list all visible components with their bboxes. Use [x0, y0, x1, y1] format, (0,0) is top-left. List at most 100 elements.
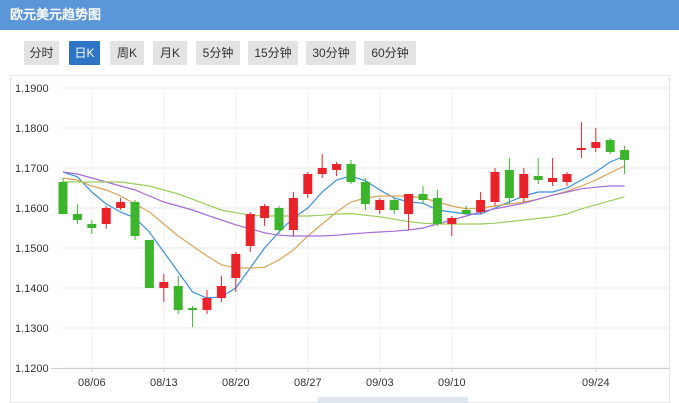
- candle-body: [548, 178, 558, 182]
- candle-body: [260, 206, 270, 218]
- candle-body: [159, 282, 169, 288]
- candle-down: [432, 190, 442, 226]
- y-tick-label: 1.1800: [15, 123, 49, 135]
- candle-up: [332, 162, 342, 176]
- candles: [58, 122, 630, 328]
- candle-down: [418, 186, 428, 204]
- candle-body: [303, 174, 313, 194]
- x-tick-label: 08/20: [222, 377, 250, 389]
- candle-up: [375, 198, 385, 214]
- candle-body: [360, 182, 370, 204]
- candle-down: [188, 306, 198, 328]
- candle-down: [173, 276, 183, 314]
- x-tick-label: 09/24: [582, 377, 610, 389]
- tab-weekly-k[interactable]: 周K: [110, 41, 144, 65]
- chart-grid: [61, 87, 669, 369]
- candle-body: [519, 174, 529, 198]
- candle-up: [591, 128, 601, 152]
- candle-up: [245, 212, 255, 252]
- candle-up: [447, 216, 457, 236]
- candle-up: [202, 290, 212, 314]
- ma5-line: [62, 155, 625, 299]
- candle-body: [116, 202, 126, 208]
- candle-body: [101, 208, 111, 224]
- candle-up: [216, 276, 226, 302]
- candle-down: [130, 200, 140, 240]
- tab-daily-k[interactable]: 日K: [69, 41, 100, 65]
- candle-body: [346, 164, 356, 182]
- candle-up: [231, 252, 241, 292]
- candle-body: [576, 148, 586, 150]
- ma30-line: [63, 181, 625, 225]
- candle-body: [504, 170, 514, 198]
- candle-down: [360, 178, 370, 210]
- candle-body: [202, 298, 212, 310]
- candle-body: [562, 174, 572, 182]
- tab-5min[interactable]: 5分钟: [196, 41, 240, 65]
- candle-up: [260, 204, 270, 226]
- candle-body: [447, 218, 457, 224]
- candle-down: [605, 138, 615, 154]
- page-title: 欧元美元趋势图: [10, 7, 102, 22]
- candle-down: [389, 198, 399, 214]
- candle-body: [231, 254, 241, 278]
- candle-down: [144, 240, 154, 288]
- candle-up: [101, 206, 111, 229]
- candle-body: [173, 286, 183, 310]
- candle-body: [490, 172, 500, 202]
- candle-up: [476, 192, 486, 214]
- tab-30min[interactable]: 30分钟: [306, 41, 356, 65]
- y-tick-label: 1.1200: [15, 363, 49, 375]
- candle-up: [303, 172, 313, 198]
- tab-15min[interactable]: 15分钟: [248, 41, 298, 65]
- candle-up: [576, 122, 586, 158]
- tab-monthly-k[interactable]: 月K: [153, 41, 187, 65]
- candle-down: [461, 206, 471, 214]
- candle-body: [389, 200, 399, 210]
- candle-body: [87, 224, 97, 228]
- candle-body: [332, 164, 342, 170]
- candle-body: [72, 214, 82, 220]
- y-axis: 1.1900 1.1800 1.1700 1.1600 1.1500 1.1400 1.13…: [15, 83, 49, 375]
- candle-body: [274, 208, 284, 230]
- candle-down: [346, 160, 356, 184]
- candle-down: [620, 146, 630, 174]
- x-tick-label: 09/10: [438, 377, 466, 389]
- x-tick-label: 08/06: [78, 377, 106, 389]
- moving-average-lines: [62, 155, 625, 299]
- candle-up: [490, 168, 500, 206]
- x-tick-label: 08/13: [150, 377, 178, 389]
- candle-up: [562, 172, 572, 186]
- tab-time-share[interactable]: 分时: [24, 41, 59, 65]
- candle-body: [58, 182, 68, 214]
- candlestick-chart[interactable]: 1.1900 1.1800 1.1700 1.1600 1.1500 1.1400 1.13…: [10, 75, 670, 403]
- candle-up: [548, 158, 558, 186]
- candle-body: [216, 286, 226, 298]
- y-tick-label: 1.1500: [15, 243, 49, 255]
- y-tick-label: 1.1600: [15, 203, 49, 215]
- candle-body: [432, 198, 442, 224]
- candle-body: [130, 202, 140, 236]
- candle-body: [620, 150, 630, 160]
- candle-up: [519, 168, 529, 202]
- x-axis: 08/06 08/13 08/20 08/27 09/03 09/10 09/24: [51, 368, 669, 389]
- chart-scrollbar[interactable]: [318, 397, 468, 403]
- y-tick-label: 1.1300: [15, 323, 49, 335]
- candle-up: [404, 194, 414, 230]
- candle-up: [317, 154, 327, 178]
- tab-60min[interactable]: 60分钟: [364, 41, 416, 65]
- candle-down: [72, 204, 82, 224]
- candle-down: [504, 158, 514, 204]
- candle-body: [418, 194, 428, 200]
- x-tick-label: 08/27: [294, 377, 322, 389]
- candle-up: [159, 274, 169, 302]
- candle-body: [288, 198, 298, 230]
- candle-body: [476, 200, 486, 212]
- candle-down: [58, 178, 68, 214]
- candle-body: [375, 200, 385, 210]
- candle-body: [591, 142, 601, 148]
- candle-body: [245, 214, 255, 246]
- y-tick-label: 1.1900: [15, 83, 49, 95]
- candle-body: [144, 240, 154, 288]
- candle-body: [317, 168, 327, 174]
